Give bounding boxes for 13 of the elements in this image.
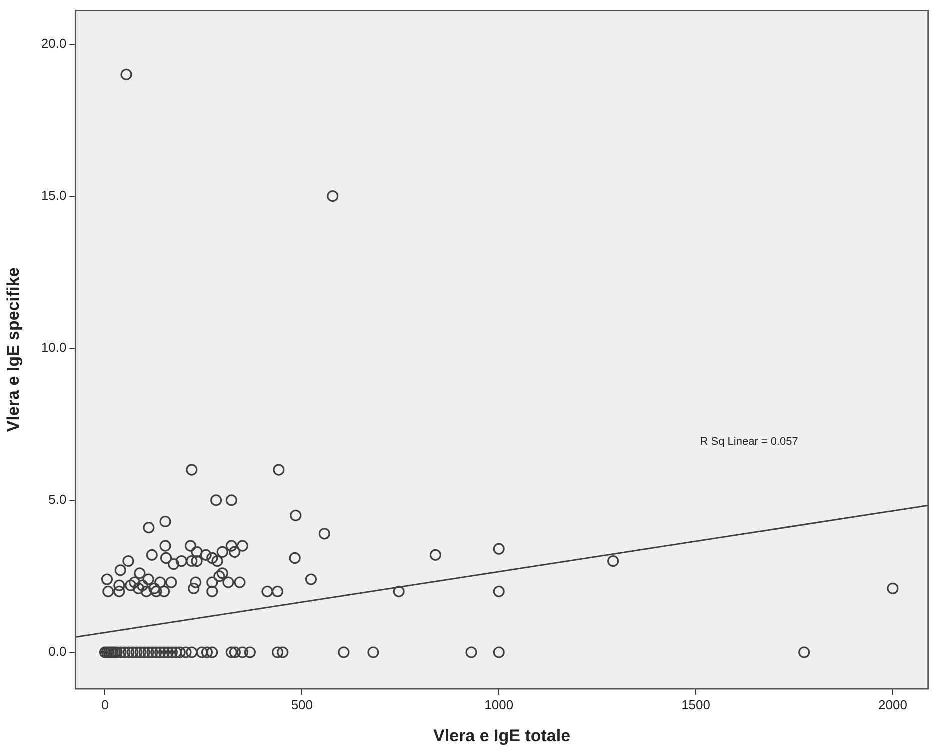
- x-tick-label: 0: [102, 697, 109, 712]
- x-tick-label: 1000: [484, 697, 514, 712]
- x-tick-label: 500: [291, 697, 314, 712]
- y-axis-title: Vlera e IgE specifike: [4, 268, 23, 432]
- y-tick-label: 20.0: [41, 36, 67, 51]
- x-tick-label: 2000: [878, 697, 908, 712]
- y-tick-label: 5.0: [48, 492, 67, 508]
- x-axis-title: Vlera e IgE totale: [434, 726, 571, 746]
- y-tick-label: 0.0: [48, 644, 67, 660]
- y-tick-label: 10.0: [41, 340, 67, 355]
- y-tick-label: 15.0: [41, 188, 67, 203]
- annotation: R Sq Linear = 0.057: [700, 436, 798, 448]
- x-tick-label: 1500: [682, 697, 710, 712]
